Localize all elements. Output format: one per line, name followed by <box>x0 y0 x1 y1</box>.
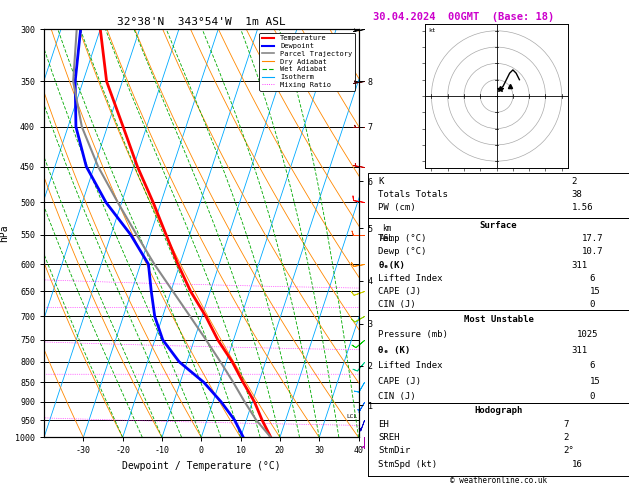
Text: Most Unstable: Most Unstable <box>464 315 533 324</box>
Text: 1025: 1025 <box>577 330 598 339</box>
Text: SREH: SREH <box>379 433 400 442</box>
Text: 15: 15 <box>590 377 601 385</box>
Text: 10.7: 10.7 <box>582 247 603 257</box>
Text: 38: 38 <box>572 190 582 199</box>
Text: 17.7: 17.7 <box>582 234 603 243</box>
Text: Hodograph: Hodograph <box>474 406 523 415</box>
Text: CAPE (J): CAPE (J) <box>379 377 421 385</box>
Text: Lifted Index: Lifted Index <box>379 361 443 370</box>
Text: 311: 311 <box>572 346 587 355</box>
Text: CAPE (J): CAPE (J) <box>379 287 421 296</box>
Text: 15: 15 <box>590 287 601 296</box>
Text: Totals Totals: Totals Totals <box>379 190 448 199</box>
Text: Pressure (mb): Pressure (mb) <box>379 330 448 339</box>
Title: 32°38'N  343°54'W  1m ASL: 32°38'N 343°54'W 1m ASL <box>117 17 286 27</box>
Text: 6: 6 <box>590 274 595 283</box>
Text: θₑ(K): θₑ(K) <box>379 260 405 270</box>
Text: CIN (J): CIN (J) <box>379 300 416 310</box>
Text: PW (cm): PW (cm) <box>379 203 416 212</box>
X-axis label: Dewpoint / Temperature (°C): Dewpoint / Temperature (°C) <box>122 461 281 471</box>
Text: 2: 2 <box>572 177 577 186</box>
Text: 311: 311 <box>572 260 587 270</box>
Text: Dewp (°C): Dewp (°C) <box>379 247 427 257</box>
Text: 0: 0 <box>590 300 595 310</box>
Text: 6: 6 <box>590 361 595 370</box>
Text: kt: kt <box>428 28 436 33</box>
Text: Temp (°C): Temp (°C) <box>379 234 427 243</box>
Text: StmDir: StmDir <box>379 446 411 455</box>
Text: 1.56: 1.56 <box>572 203 593 212</box>
Text: EH: EH <box>379 419 389 429</box>
Text: 2°: 2° <box>564 446 574 455</box>
Text: 7: 7 <box>564 419 569 429</box>
Text: θₑ (K): θₑ (K) <box>379 346 411 355</box>
Text: StmSpd (kt): StmSpd (kt) <box>379 460 438 469</box>
Text: 2: 2 <box>564 433 569 442</box>
Text: © weatheronline.co.uk: © weatheronline.co.uk <box>450 476 547 485</box>
Text: 30.04.2024  00GMT  (Base: 18): 30.04.2024 00GMT (Base: 18) <box>373 12 554 22</box>
Y-axis label: km
ASL: km ASL <box>379 224 393 243</box>
Text: 16: 16 <box>572 460 582 469</box>
Text: CIN (J): CIN (J) <box>379 392 416 401</box>
Legend: Temperature, Dewpoint, Parcel Trajectory, Dry Adiabat, Wet Adiabat, Isotherm, Mi: Temperature, Dewpoint, Parcel Trajectory… <box>259 33 355 90</box>
Text: 0: 0 <box>590 392 595 401</box>
Y-axis label: hPa: hPa <box>0 225 9 242</box>
Text: K: K <box>379 177 384 186</box>
Text: Lifted Index: Lifted Index <box>379 274 443 283</box>
Text: LCL: LCL <box>346 414 357 419</box>
Text: Surface: Surface <box>480 221 517 230</box>
